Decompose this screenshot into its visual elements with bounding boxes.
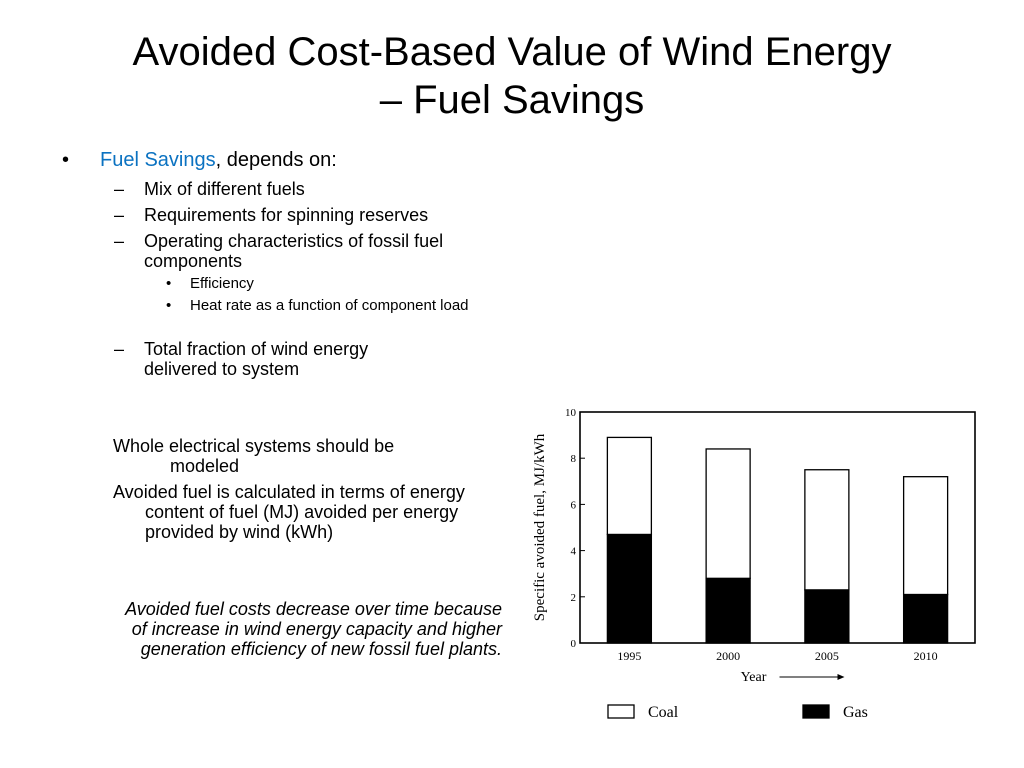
- sub-bullet-text: Requirements for spinning reserves: [144, 205, 429, 225]
- sub-bullet-text: Operating characteristics of fossil fuel…: [144, 231, 444, 271]
- bar-coal-2005: [804, 469, 850, 591]
- legend-swatch-gas: [802, 704, 830, 719]
- sub-bullet-text: Total fraction of wind energy delivered …: [144, 339, 369, 379]
- bar-coal-2000: [705, 448, 751, 579]
- sub-bullet-dash: –: [114, 231, 125, 251]
- paragraph-line: Whole electrical systems should be: [113, 436, 395, 456]
- bar-coal-1995: [606, 436, 653, 536]
- bullet-rest: , depends on:: [215, 149, 337, 171]
- x-tick-label: 2010: [914, 649, 938, 663]
- x-axis-label: Year: [741, 670, 767, 685]
- nested-bullet-text: Efficiency: [190, 275, 254, 292]
- y-tick-label: 4: [571, 546, 577, 558]
- y-axis-label: Specific avoided fuel, MJ/kWh: [532, 433, 548, 621]
- x-tick-label: 2005: [815, 649, 839, 663]
- sub-bullet-dash: –: [114, 205, 125, 225]
- y-tick-label: 6: [571, 499, 577, 511]
- bullet-text: Fuel Savings, depends on:: [100, 148, 337, 172]
- nested-bullet-marker: •: [166, 275, 172, 292]
- sub-bullet-dash: –: [114, 339, 125, 359]
- paragraph-whole-systems: Whole electrical systems should be model…: [113, 436, 394, 476]
- y-tick-label: 0: [571, 638, 577, 650]
- y-tick-label: 2: [571, 592, 577, 604]
- sub-bullet-text: Mix of different fuels: [144, 179, 305, 199]
- plot-frame: [579, 411, 976, 644]
- slide-title: Avoided Cost-Based Value of Wind Energy …: [0, 28, 1024, 124]
- nested-bullet-text: Heat rate as a function of component loa…: [190, 297, 469, 314]
- bar-coal-2010: [902, 476, 949, 596]
- paragraph-line: modeled: [170, 456, 240, 476]
- x-axis-arrow-icon: [837, 674, 845, 680]
- paragraph-avoided-fuel: Avoided fuel is calculated in terms of e…: [113, 482, 465, 542]
- bar-gas-1995: [606, 533, 653, 644]
- legend-label-gas: Gas: [843, 704, 868, 721]
- bullet-marker: •: [62, 149, 70, 171]
- bar-gas-2010: [902, 593, 949, 644]
- x-tick-label: 1995: [617, 649, 641, 663]
- bullet-highlight: Fuel Savings: [100, 149, 216, 171]
- bar-gas-2005: [804, 589, 850, 644]
- bar-gas-2000: [705, 577, 751, 644]
- conclusion-text: Avoided fuel costs decrease over time be…: [125, 599, 502, 659]
- x-tick-label: 2000: [716, 649, 740, 663]
- sub-bullet-dash: –: [114, 179, 125, 199]
- legend-label-coal: Coal: [648, 704, 679, 721]
- avoided-fuel-chart: 0 2 4 6 8 10 Specific avoided fuel, MJ/kWh 1995…: [532, 407, 976, 721]
- title-line-2: – Fuel Savings: [379, 78, 645, 122]
- title-line-1: Avoided Cost-Based Value of Wind Energy: [132, 30, 892, 74]
- legend-swatch-coal: [607, 704, 635, 719]
- y-tick-label: 10: [565, 407, 577, 419]
- nested-bullet-marker: •: [166, 297, 172, 314]
- y-tick-label: 8: [571, 453, 577, 465]
